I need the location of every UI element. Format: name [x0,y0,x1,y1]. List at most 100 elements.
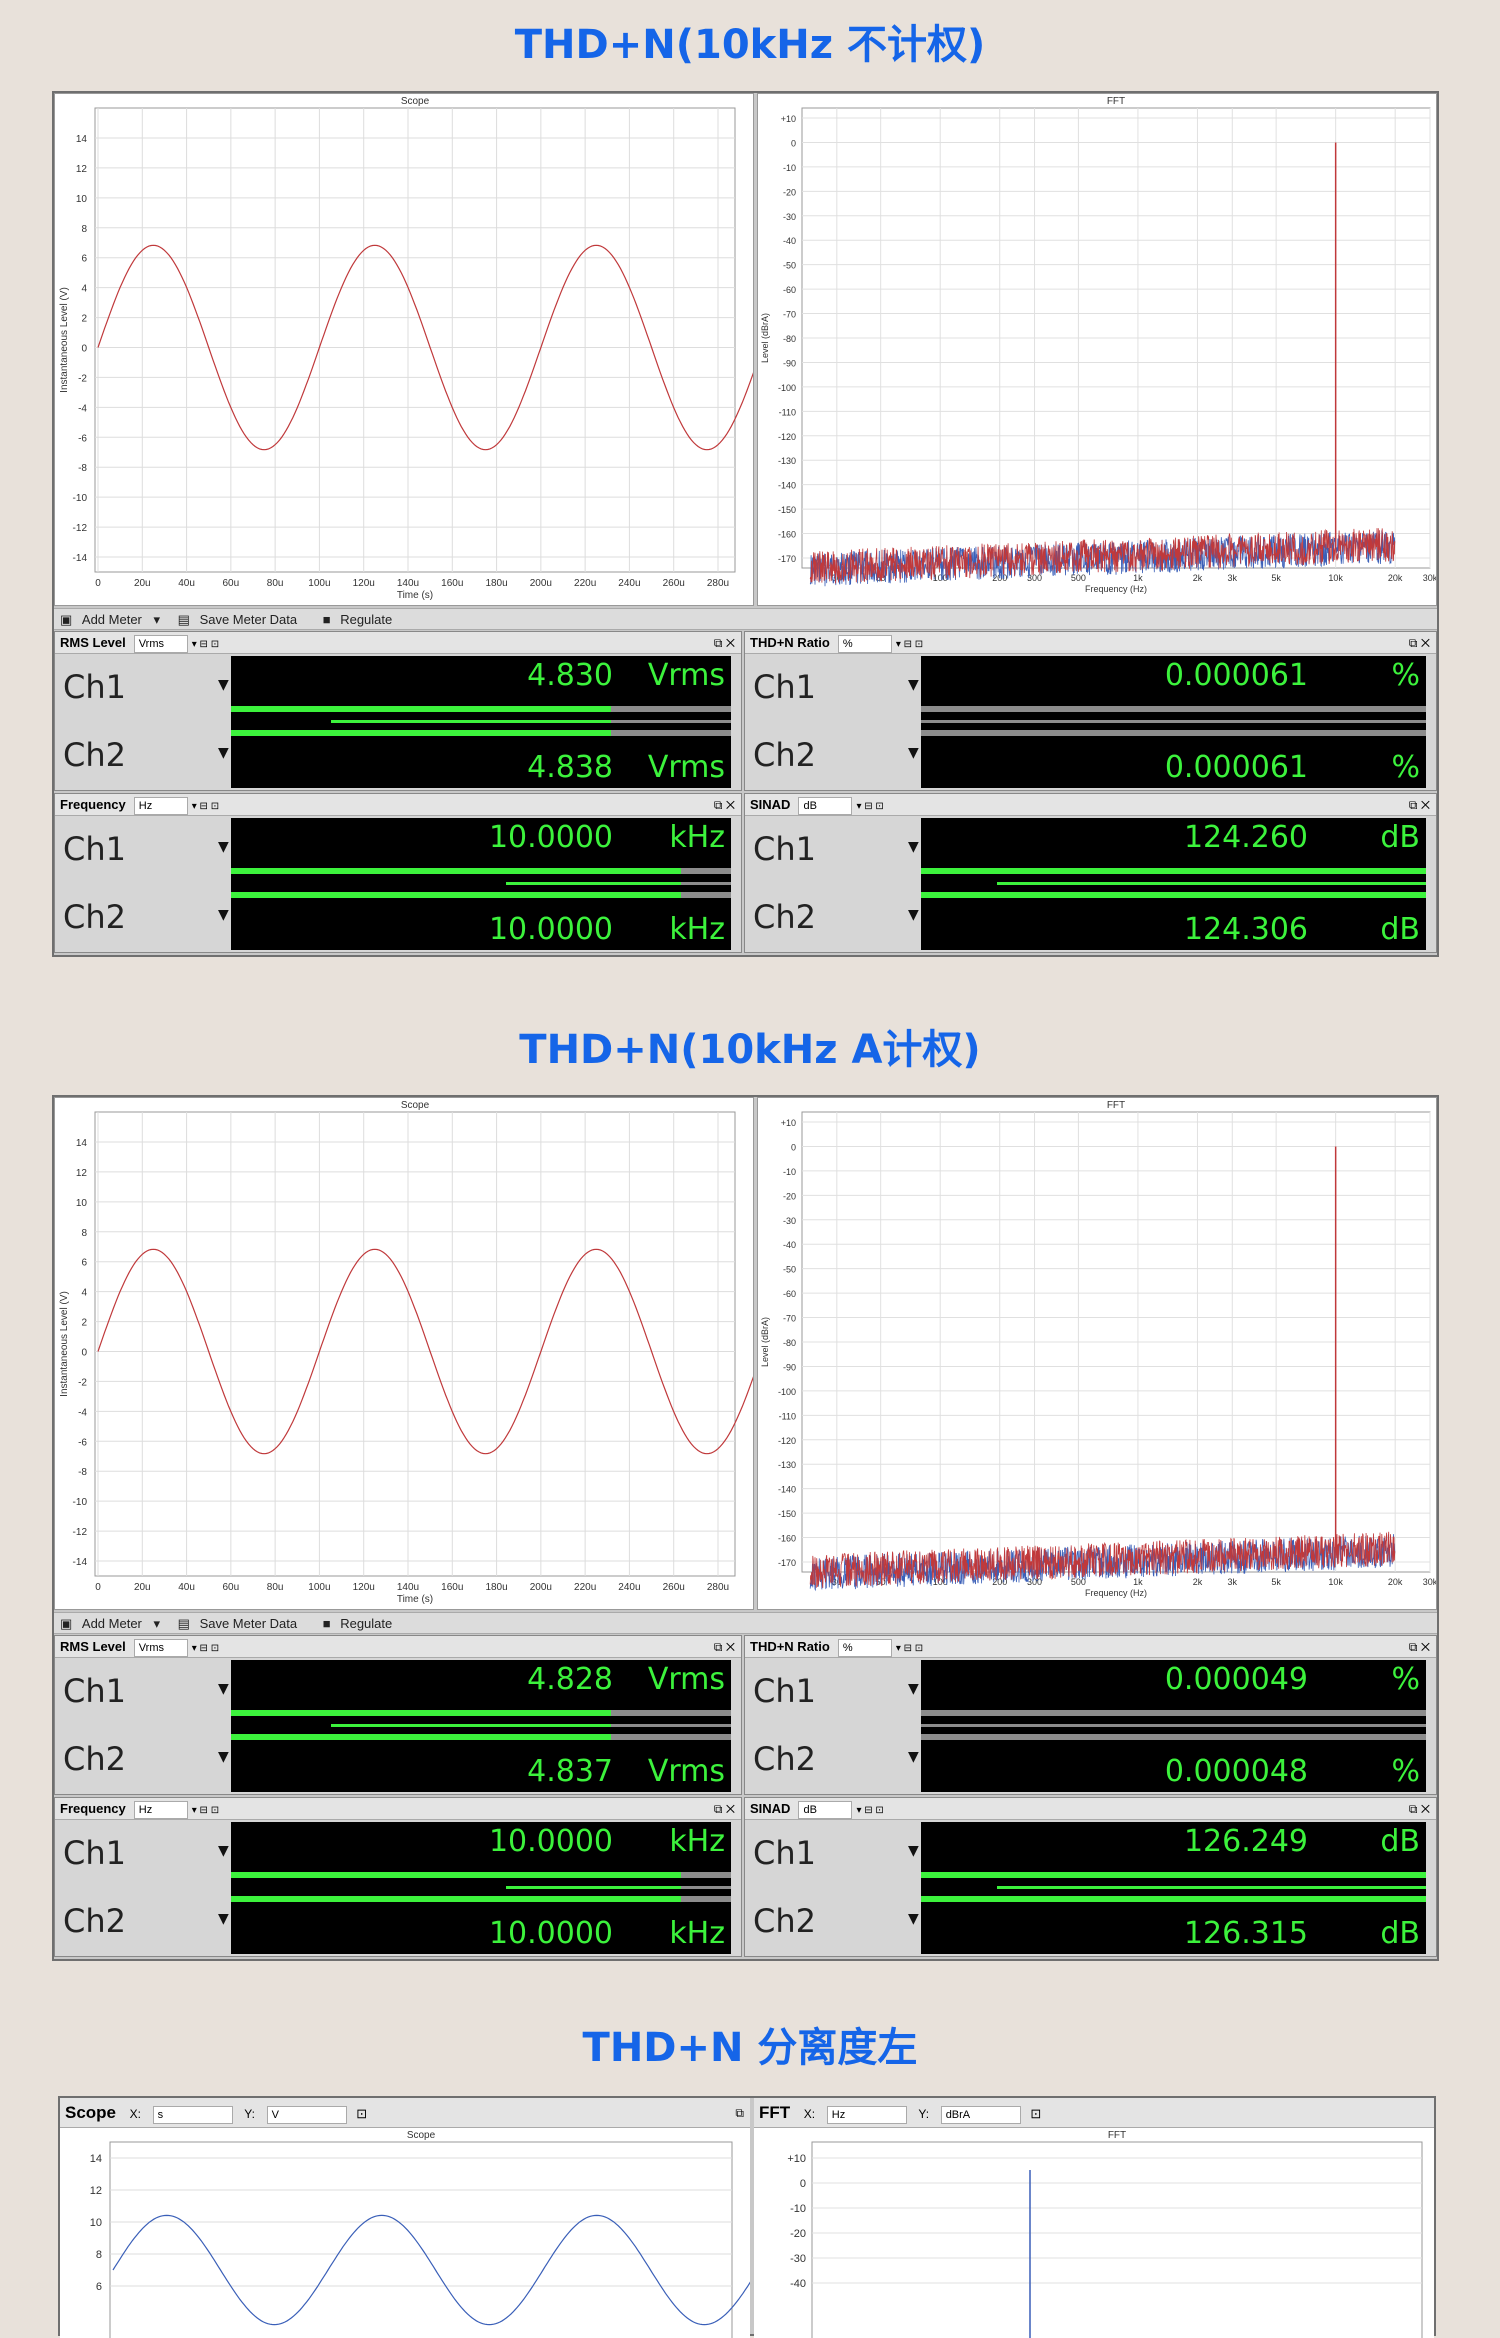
dropdown-arrow-icon[interactable]: ▼ [908,1749,919,1765]
ch1-value: 0.000061 [1164,658,1308,693]
unit-select[interactable]: Vrms [133,1639,188,1657]
y-unit-select[interactable]: V [266,2106,347,2124]
settings-icon[interactable]: ⊡ [1030,2106,1042,2121]
pop-out-icon[interactable]: ⧉ [1408,1640,1418,1654]
close-icon[interactable]: ✕ [1420,1802,1430,1816]
save-meter-data-button[interactable]: ▤ Save Meter Data [177,1616,298,1631]
ch2-label[interactable]: Ch2 [753,1740,816,1778]
dropdown-arrow-icon[interactable]: ▼ [218,745,229,761]
dropdown-arrow-icon[interactable]: ▼ [218,907,229,923]
ch2-unit: Vrms [647,750,725,785]
scope-graph[interactable]: Scope 14 12 10 8 6 4 2 0 -2 -4 -6 -8 -10 -12 -14 0 20u 40u… [54,93,754,606]
meter-header: Frequency Hz ▾ ⊟ ⊡ ⧉ ✕ [55,794,741,816]
dropdown-arrow-icon[interactable]: ▼ [218,1749,229,1765]
ch2-label[interactable]: Ch2 [63,1740,126,1778]
level-bar-segment [921,706,1426,712]
dropdown-arrow-icon[interactable]: ▾ ⊟ ⊡ [191,1805,220,1816]
level-bar-segment [331,1724,611,1727]
x-tick-label: 160u [441,1582,463,1593]
ch1-label[interactable]: Ch1 [753,668,816,706]
dropdown-arrow-icon[interactable]: ▼ [218,1681,229,1697]
dropdown-arrow-icon[interactable]: ▾ ⊟ ⊡ [895,639,924,650]
dropdown-arrow-icon[interactable]: ▾ ⊟ ⊡ [856,801,884,812]
close-icon[interactable]: ✕ [725,798,735,812]
x-unit-select[interactable]: Hz [826,2106,907,2124]
ch1-label[interactable]: Ch1 [63,1672,126,1710]
level-bar-segment [921,1710,1426,1716]
pop-out-icon[interactable]: ⧉ [713,1802,723,1816]
ch1-label[interactable]: Ch1 [63,668,126,706]
regulate-button[interactable]: ■ Regulate [322,612,393,627]
x-tick-label: 200u [530,578,552,589]
dropdown-arrow-icon[interactable]: ▼ [908,1911,919,1927]
close-icon[interactable]: ✕ [725,636,735,650]
dropdown-arrow-icon[interactable]: ▼ [218,839,229,855]
save-meter-data-button[interactable]: ▤ Save Meter Data [177,612,298,627]
close-icon[interactable]: ✕ [1420,1640,1430,1654]
dropdown-arrow-icon[interactable]: ▾ ⊟ ⊡ [191,1643,220,1654]
ch2-label[interactable]: Ch2 [63,736,126,774]
dropdown-arrow-icon[interactable]: ▼ [218,1911,229,1927]
x-unit-select[interactable]: s [152,2106,233,2124]
dropdown-arrow-icon[interactable]: ▾ ⊟ ⊡ [856,1805,884,1816]
ch1-label[interactable]: Ch1 [63,830,126,868]
unit-select[interactable]: Hz [133,797,188,815]
ch2-label[interactable]: Ch2 [63,1902,126,1940]
unit-select[interactable]: dB [798,797,853,815]
ch2-readout: 10.0000 kHz [231,1908,731,1954]
level-bar-segment [231,892,681,898]
close-icon[interactable]: ✕ [725,1640,735,1654]
add-meter-button[interactable]: ▣ Add Meter ▾ [60,612,161,627]
meter-name: THD+N Ratio [750,635,830,650]
dropdown-arrow-icon[interactable]: ▼ [218,677,229,693]
unit-select[interactable]: dB [798,1801,853,1819]
y-tick-label: -40 [783,1240,796,1250]
settings-icon[interactable]: ⊡ [356,2106,368,2121]
pop-out-icon[interactable]: ⧉ [735,2106,744,2120]
dropdown-arrow-icon[interactable]: ▾ ⊟ ⊡ [895,1643,924,1654]
pop-out-icon[interactable]: ⧉ [1408,636,1418,650]
ch1-label[interactable]: Ch1 [753,1834,816,1872]
ch1-label[interactable]: Ch1 [63,1834,126,1872]
unit-select[interactable]: % [837,1639,892,1657]
scope-graph[interactable]: Scope 14 12 10 8 6 4 2 0 -2 -4 -6 -8 -10 -12 -14 0 20u 40u… [54,1097,754,1610]
level-bar-segment [506,1886,681,1889]
ch2-label[interactable]: Ch2 [753,898,816,936]
y-unit-select[interactable]: dBrA [940,2106,1021,2124]
close-icon[interactable]: ✕ [1420,798,1430,812]
dropdown-arrow-icon[interactable]: ▼ [908,1681,919,1697]
regulate-button[interactable]: ■ Regulate [322,1616,393,1631]
y-tick-label: -20 [783,187,796,197]
y-tick-label: 10 [76,194,88,205]
fft-header-title: FFT [759,2103,791,2122]
close-icon[interactable]: ✕ [1420,636,1430,650]
pop-out-icon[interactable]: ⧉ [713,798,723,812]
x-tick-label: 2k [1193,573,1203,583]
add-meter-button[interactable]: ▣ Add Meter ▾ [60,1616,161,1631]
unit-select[interactable]: % [837,635,892,653]
fft-graph[interactable]: FFT +10 0 -10 -20 -30 -40 -50 -60 -70 -80 -90 -100 -1… [757,1097,1437,1610]
pop-out-icon[interactable]: ⧉ [713,1640,723,1654]
pop-out-icon[interactable]: ⧉ [1408,798,1418,812]
dropdown-arrow-icon[interactable]: ▼ [218,1843,229,1859]
dropdown-arrow-icon[interactable]: ▾ ⊟ ⊡ [191,801,220,812]
dropdown-arrow-icon[interactable]: ▼ [908,745,919,761]
ch1-label[interactable]: Ch1 [753,1672,816,1710]
fft-graph[interactable]: FFT +10 0 -10 -20 -30 -40 -50 -60 -70 -80 -90 -100 -1… [757,93,1437,606]
pop-out-icon[interactable]: ⧉ [713,636,723,650]
dropdown-arrow-icon[interactable]: ▼ [908,839,919,855]
y-tick-label: -14 [73,553,88,564]
pop-out-icon[interactable]: ⧉ [1408,1802,1418,1816]
dropdown-arrow-icon[interactable]: ▼ [908,907,919,923]
dropdown-arrow-icon[interactable]: ▼ [908,677,919,693]
ch1-label[interactable]: Ch1 [753,830,816,868]
unit-select[interactable]: Hz [133,1801,188,1819]
close-icon[interactable]: ✕ [725,1802,735,1816]
ch2-label[interactable]: Ch2 [753,736,816,774]
dropdown-arrow-icon[interactable]: ▼ [908,1843,919,1859]
ch2-label[interactable]: Ch2 [63,898,126,936]
y-tick-label: -100 [778,383,796,393]
unit-select[interactable]: Vrms [133,635,188,653]
dropdown-arrow-icon[interactable]: ▾ ⊟ ⊡ [191,639,220,650]
ch2-label[interactable]: Ch2 [753,1902,816,1940]
